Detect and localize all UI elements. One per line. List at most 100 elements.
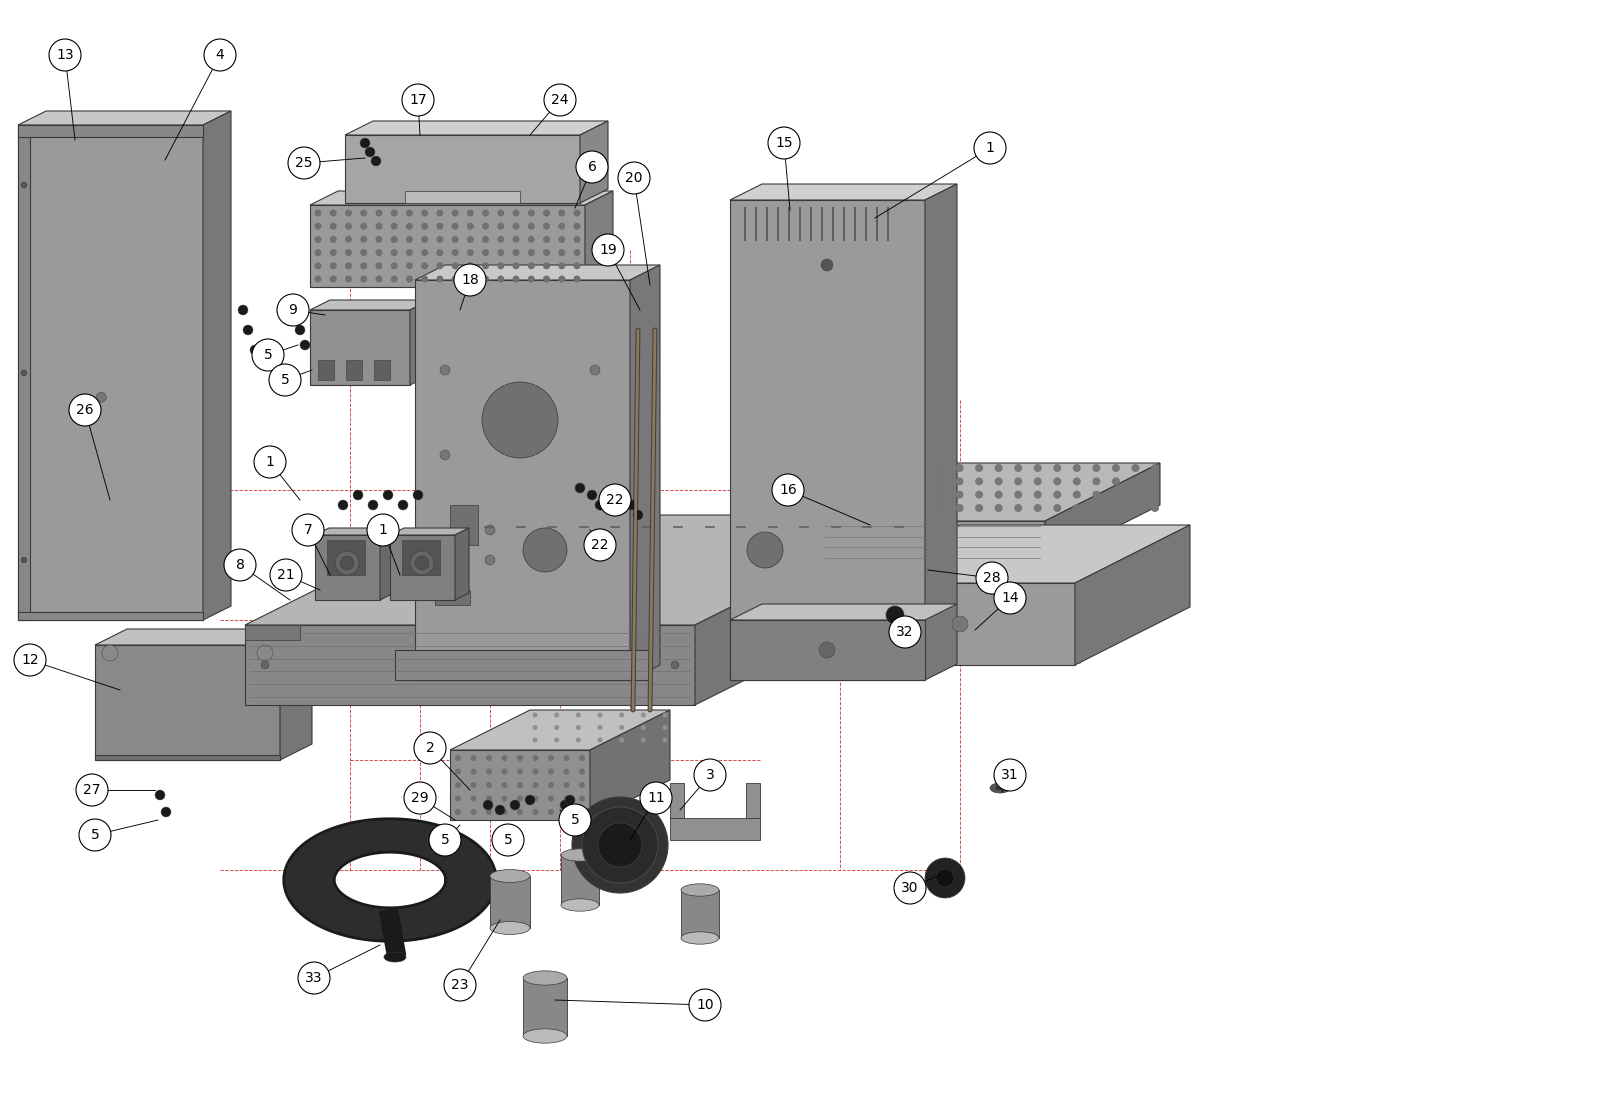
Text: 20: 20 [626,170,643,185]
Circle shape [533,782,539,788]
Text: 16: 16 [779,483,797,497]
Circle shape [1112,477,1120,485]
Circle shape [642,725,646,730]
Circle shape [398,500,408,510]
Circle shape [974,490,982,498]
Circle shape [390,209,398,217]
Circle shape [482,209,490,217]
Circle shape [498,262,504,269]
Circle shape [258,645,274,661]
Bar [346,360,362,380]
Circle shape [1034,490,1042,498]
Polygon shape [1075,525,1190,665]
Text: 2: 2 [426,741,434,755]
Circle shape [315,249,322,256]
Circle shape [1034,504,1042,513]
Circle shape [421,209,429,217]
Circle shape [525,795,534,805]
Circle shape [547,796,554,801]
Polygon shape [18,612,203,620]
Polygon shape [730,620,925,680]
Circle shape [1014,504,1022,513]
Circle shape [330,236,336,242]
Circle shape [584,529,616,561]
Circle shape [547,755,554,761]
Polygon shape [94,755,280,761]
Text: 24: 24 [552,93,568,107]
Circle shape [936,869,954,887]
Polygon shape [819,521,1045,563]
Circle shape [533,768,539,775]
Circle shape [155,790,165,800]
Circle shape [573,249,581,256]
Circle shape [330,223,336,229]
Circle shape [406,249,413,256]
Circle shape [563,796,570,801]
Polygon shape [1045,463,1160,563]
Polygon shape [845,525,1190,583]
Text: 21: 21 [277,568,294,582]
Circle shape [354,490,363,500]
Circle shape [662,725,667,730]
Polygon shape [310,310,410,385]
Circle shape [573,262,581,269]
Circle shape [77,774,109,806]
Circle shape [1053,464,1061,472]
Circle shape [517,782,523,788]
Circle shape [486,755,493,761]
Circle shape [994,759,1026,792]
Text: 3: 3 [706,768,714,782]
Circle shape [346,236,352,242]
Circle shape [1093,490,1101,498]
Circle shape [542,249,550,256]
Circle shape [454,263,486,296]
Circle shape [470,768,477,775]
Circle shape [454,809,461,815]
Circle shape [512,236,520,242]
Polygon shape [590,710,670,820]
Circle shape [330,249,336,256]
Circle shape [376,209,382,217]
Circle shape [376,276,382,282]
Circle shape [338,500,349,510]
Circle shape [619,713,624,717]
Polygon shape [245,625,694,705]
Circle shape [360,249,368,256]
Circle shape [501,768,507,775]
Circle shape [451,236,459,242]
Circle shape [501,796,507,801]
Circle shape [360,236,368,242]
Circle shape [21,370,27,376]
Polygon shape [730,604,957,620]
Circle shape [771,474,805,506]
Circle shape [1053,477,1061,485]
Circle shape [414,556,429,570]
Polygon shape [414,265,661,280]
Polygon shape [925,184,957,680]
Text: 29: 29 [411,792,429,805]
Circle shape [528,236,534,242]
Polygon shape [586,192,613,287]
Circle shape [517,768,523,775]
Circle shape [558,223,565,229]
Circle shape [406,223,413,229]
Polygon shape [346,121,608,135]
Circle shape [1053,490,1061,498]
Circle shape [470,796,477,801]
Circle shape [1093,464,1101,472]
Circle shape [1034,464,1042,472]
Text: 19: 19 [598,244,618,257]
Circle shape [421,249,429,256]
Text: 6: 6 [587,161,597,174]
Circle shape [414,732,446,764]
Polygon shape [18,125,203,137]
Circle shape [512,209,520,217]
Polygon shape [694,515,915,705]
Circle shape [528,209,534,217]
Circle shape [1131,504,1139,513]
Circle shape [96,392,106,402]
Text: 12: 12 [21,653,38,668]
Circle shape [346,209,352,217]
Circle shape [253,339,285,371]
Bar [435,590,470,606]
